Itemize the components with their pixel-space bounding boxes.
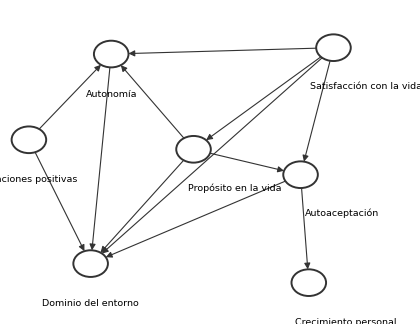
- Circle shape: [94, 41, 129, 67]
- Text: Autonomía: Autonomía: [85, 90, 137, 98]
- Text: Autoaceptación: Autoaceptación: [304, 209, 379, 218]
- Circle shape: [283, 161, 318, 188]
- Text: Crecimiento personal: Crecimiento personal: [295, 318, 396, 324]
- Circle shape: [74, 250, 108, 277]
- Text: Dominio del entorno: Dominio del entorno: [42, 299, 139, 308]
- Circle shape: [291, 269, 326, 296]
- Circle shape: [316, 34, 351, 61]
- Text: Relaciones positivas: Relaciones positivas: [0, 175, 77, 184]
- Text: Propósito en la vida: Propósito en la vida: [188, 183, 281, 193]
- Circle shape: [176, 136, 211, 163]
- Text: Satisfacción con la vida: Satisfacción con la vida: [310, 82, 420, 91]
- Circle shape: [12, 126, 46, 153]
